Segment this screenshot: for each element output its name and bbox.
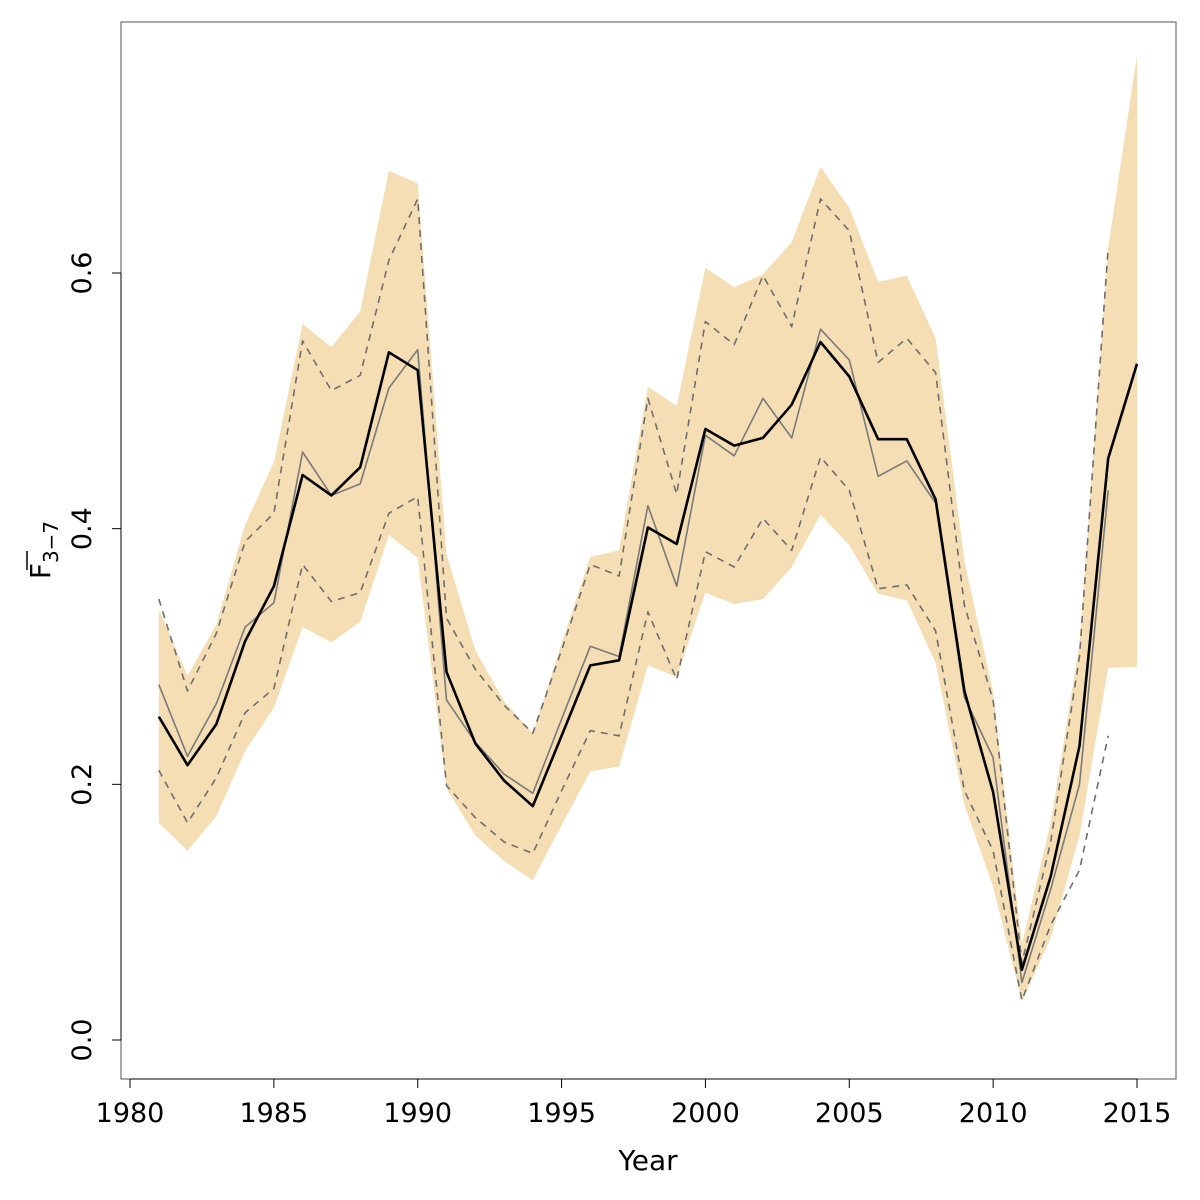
y-axis-title: F3−7: [24, 521, 63, 579]
x-tick-label: 2015: [1103, 1098, 1172, 1129]
x-tick-label: 1985: [239, 1098, 308, 1129]
retro-upper-dashed-line: [158, 198, 1109, 965]
y-tick-label-group: 0.4: [67, 507, 98, 550]
y-tick-label-group: 0.6: [67, 252, 98, 295]
x-tick-label: 2005: [815, 1098, 884, 1129]
y-tick-label-group: 0.2: [67, 763, 98, 806]
x-tick-label: 2000: [671, 1098, 740, 1129]
y-tick-label-group: 0.0: [67, 1019, 98, 1062]
series-lines-layer: [157, 198, 1139, 1002]
x-axis: 1980 1985 1990 1995 2000 2005 2010 2015: [96, 1078, 1172, 1129]
x-tick-label: 1990: [383, 1098, 452, 1129]
retro-lower-dashed-line: [158, 456, 1109, 1002]
y-tick-label: 0.6: [67, 252, 98, 295]
y-axis-title-subscript: 3−7: [39, 521, 63, 563]
x-axis-title: Year: [617, 1144, 678, 1177]
y-tick-label: 0.4: [67, 507, 98, 550]
y-tick-label: 0.0: [67, 1019, 98, 1062]
y-tick-label: 0.2: [67, 763, 98, 806]
estimate-line: [157, 340, 1139, 972]
x-tick-label: 1980: [96, 1098, 165, 1129]
y-axis-title-main: F: [24, 563, 57, 579]
x-tick-label: 1995: [527, 1098, 596, 1129]
svg-text:F3−7: F3−7: [24, 521, 63, 579]
x-tick-label: 2010: [959, 1098, 1028, 1129]
y-axis: 0.0 0.2 0.4 0.6: [67, 252, 122, 1062]
